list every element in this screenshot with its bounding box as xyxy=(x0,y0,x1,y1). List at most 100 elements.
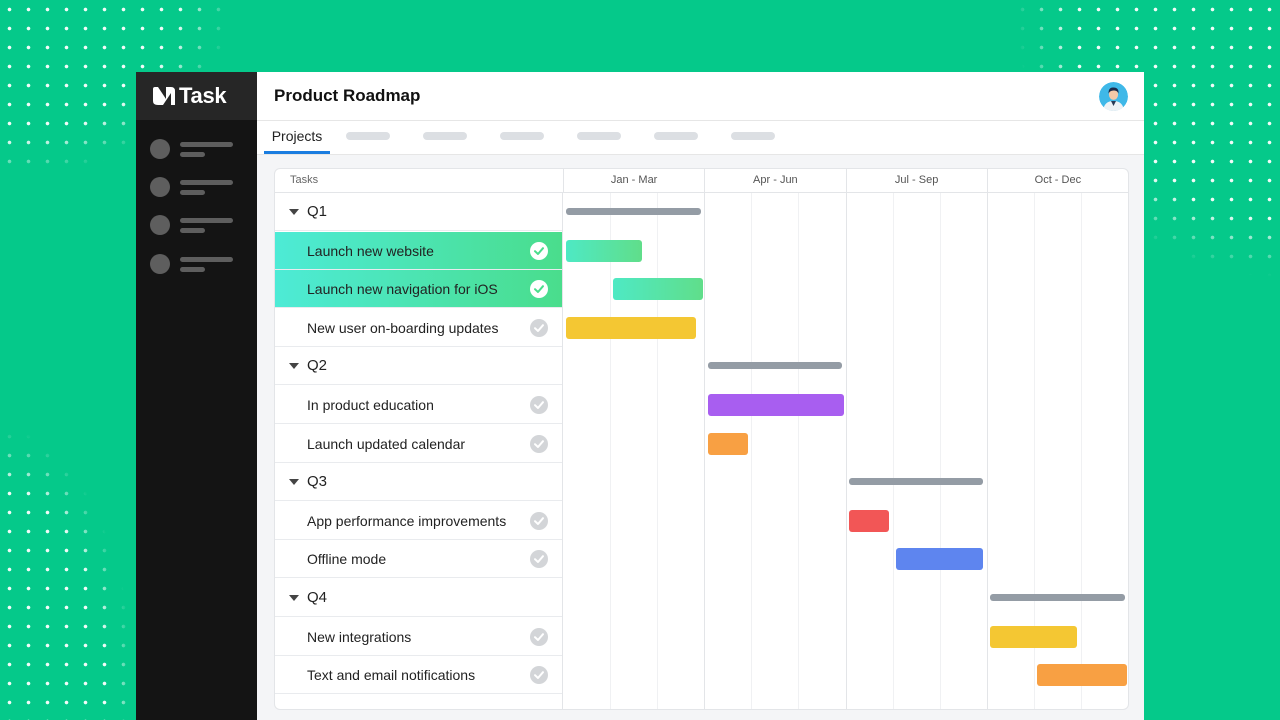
sidebar-item-icon xyxy=(150,139,170,159)
task-row[interactable]: Launch new navigation for iOS xyxy=(275,270,562,309)
task-row[interactable]: Launch new website xyxy=(275,231,562,270)
group-summary-bar[interactable] xyxy=(566,208,701,215)
check-icon[interactable] xyxy=(530,318,548,337)
task-bar[interactable] xyxy=(990,625,1078,648)
task-row[interactable]: Offline mode xyxy=(275,540,562,579)
task-row[interactable]: App performance improvements xyxy=(275,502,562,540)
check-icon[interactable] xyxy=(530,666,548,685)
task-name: Offline mode xyxy=(307,551,387,568)
avatar-icon xyxy=(1099,82,1128,111)
task-bar[interactable] xyxy=(707,432,748,455)
logo[interactable]: Task xyxy=(136,72,257,120)
sidebar: Task xyxy=(136,72,257,720)
grid-line xyxy=(845,193,847,709)
tab-bar: Projects xyxy=(257,121,1144,155)
period-header: Jul - Sep xyxy=(845,169,987,192)
app-name: Task xyxy=(179,83,227,108)
task-bar[interactable] xyxy=(566,316,696,339)
task-name: Text and email notifications xyxy=(307,667,476,684)
task-bar[interactable] xyxy=(707,394,845,416)
period-header: Apr - Jun xyxy=(704,169,845,192)
sidebar-item-icon xyxy=(150,177,170,197)
page-header: Product Roadmap xyxy=(257,72,1144,121)
check-icon[interactable] xyxy=(530,627,548,646)
grid-line xyxy=(1033,193,1035,709)
grid-line xyxy=(986,193,988,709)
gantt-timeline xyxy=(563,193,1128,709)
sidebar-item-2[interactable] xyxy=(150,177,240,197)
content-area: Tasks Jan - Mar Apr - Jun Jul - Sep Oct - D… xyxy=(257,155,1144,720)
group-row-q1[interactable]: Q1 xyxy=(275,193,562,231)
check-complete-icon[interactable] xyxy=(530,280,548,299)
tab-placeholder[interactable] xyxy=(500,132,544,140)
grid-line xyxy=(1080,193,1082,709)
group-row-q3[interactable]: Q3 xyxy=(275,463,562,502)
task-list: Q1 Launch new website Launch new navigatio… xyxy=(275,193,563,709)
sidebar-item-3[interactable] xyxy=(150,215,240,235)
caret-down-icon[interactable] xyxy=(289,595,299,601)
task-row[interactable]: New integrations xyxy=(275,618,562,656)
period-header: Oct - Dec xyxy=(986,169,1128,192)
gantt-chart: Tasks Jan - Mar Apr - Jun Jul - Sep Oct - D… xyxy=(274,168,1129,710)
task-bar[interactable] xyxy=(895,548,984,571)
user-avatar[interactable] xyxy=(1099,82,1128,111)
check-complete-icon[interactable] xyxy=(530,241,548,260)
task-row[interactable]: Text and email notifications xyxy=(275,656,562,695)
group-label: Q1 xyxy=(307,203,328,220)
sidebar-item-1[interactable] xyxy=(150,139,240,159)
task-name: Launch new navigation for iOS xyxy=(307,281,498,298)
task-name: App performance improvements xyxy=(307,512,507,529)
ntask-logo-icon xyxy=(153,87,175,105)
task-bar[interactable] xyxy=(848,509,889,532)
tab-projects[interactable]: Projects xyxy=(264,121,330,154)
grid-line xyxy=(751,193,753,709)
tab-placeholder[interactable] xyxy=(577,132,621,140)
grid-line xyxy=(610,193,612,709)
tasks-column-header: Tasks xyxy=(290,174,319,186)
group-label: Q3 xyxy=(307,473,328,491)
group-label: Q2 xyxy=(307,357,328,375)
task-name: In product education xyxy=(307,397,434,413)
group-label: Q4 xyxy=(307,589,328,606)
sidebar-item-icon xyxy=(150,215,170,235)
check-icon[interactable] xyxy=(530,434,548,453)
task-bar[interactable] xyxy=(1037,664,1127,687)
tab-placeholder[interactable] xyxy=(423,132,467,140)
task-name: Launch updated calendar xyxy=(307,435,466,452)
main-panel: Product Roadmap Projects xyxy=(257,72,1144,720)
grid-line xyxy=(704,193,706,709)
task-name: New user on-boarding updates xyxy=(307,319,499,336)
background-dot-pattern xyxy=(0,370,140,720)
task-bar[interactable] xyxy=(613,278,703,301)
check-icon[interactable] xyxy=(530,511,548,530)
task-name: New integrations xyxy=(307,628,412,645)
group-row-q2[interactable]: Q2 xyxy=(275,347,562,386)
task-row[interactable]: Launch updated calendar xyxy=(275,425,562,463)
group-summary-bar[interactable] xyxy=(990,594,1125,601)
task-bar[interactable] xyxy=(566,239,642,262)
gantt-header: Tasks Jan - Mar Apr - Jun Jul - Sep Oct - D… xyxy=(275,169,1128,193)
task-row[interactable]: New user on-boarding updates xyxy=(275,309,562,347)
check-icon[interactable] xyxy=(530,396,548,414)
task-name: Launch new website xyxy=(307,242,434,259)
sidebar-item-4[interactable] xyxy=(150,254,240,274)
caret-down-icon[interactable] xyxy=(289,363,299,370)
group-summary-bar[interactable] xyxy=(707,362,843,370)
sidebar-item-icon xyxy=(150,254,170,274)
tab-placeholder[interactable] xyxy=(346,132,390,140)
grid-line xyxy=(939,193,941,709)
grid-line xyxy=(892,193,894,709)
grid-line xyxy=(798,193,800,709)
caret-down-icon[interactable] xyxy=(289,479,299,486)
group-row-q4[interactable]: Q4 xyxy=(275,579,562,617)
check-icon[interactable] xyxy=(530,550,548,569)
tab-placeholder[interactable] xyxy=(654,132,698,140)
page-title: Product Roadmap xyxy=(274,86,421,105)
grid-line xyxy=(657,193,659,709)
caret-down-icon[interactable] xyxy=(289,209,299,215)
group-summary-bar[interactable] xyxy=(848,478,984,486)
period-header: Jan - Mar xyxy=(563,169,704,192)
task-row[interactable]: In product education xyxy=(275,386,562,424)
app-window: Task Product Roadmap Projects xyxy=(136,72,1144,720)
tab-placeholder[interactable] xyxy=(731,132,775,140)
